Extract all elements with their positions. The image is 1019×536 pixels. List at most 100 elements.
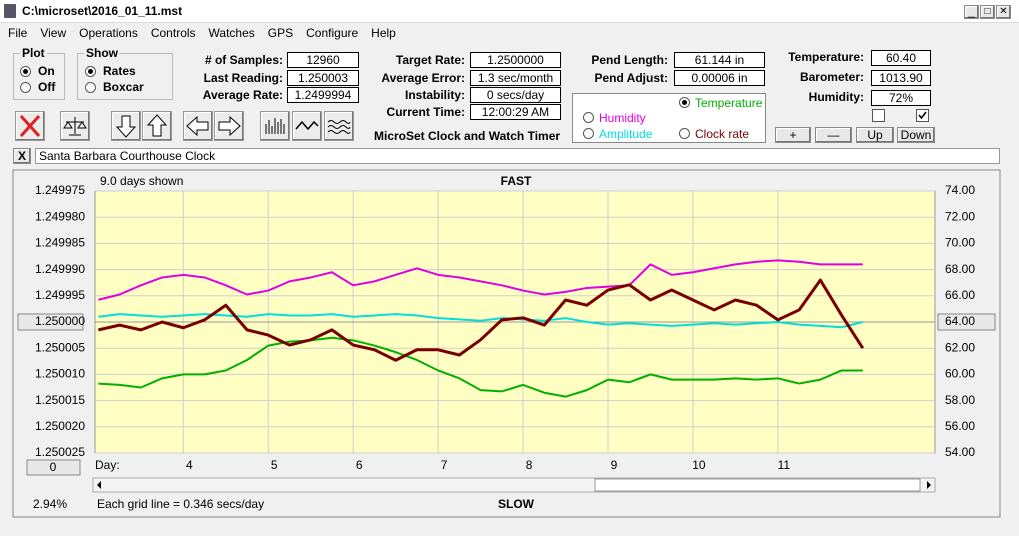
app-name: MicroSet Clock and Watch Timer bbox=[374, 129, 561, 143]
radio-label[interactable]: Boxcar bbox=[103, 80, 144, 94]
clear-button[interactable]: X bbox=[13, 148, 31, 164]
adjust-button[interactable]: + bbox=[775, 127, 811, 143]
left-button[interactable] bbox=[183, 111, 213, 141]
clock-name[interactable]: Santa Barbara Courthouse Clock bbox=[35, 148, 1000, 164]
menu-item[interactable]: Help bbox=[371, 26, 396, 40]
radio-label[interactable]: On bbox=[38, 64, 55, 78]
percent-label: 2.94% bbox=[33, 497, 67, 511]
adjust-button[interactable]: — bbox=[815, 127, 852, 143]
days-shown: 9.0 days shown bbox=[100, 174, 183, 188]
x-tick-label: 11 bbox=[778, 458, 791, 472]
field-value[interactable]: 1.2499994 bbox=[287, 87, 359, 103]
menu-item[interactable]: Controls bbox=[150, 26, 196, 40]
y-tick-label: 1.250020 bbox=[35, 419, 85, 433]
field-value[interactable]: 12960 bbox=[287, 52, 359, 68]
radio[interactable] bbox=[20, 82, 31, 93]
scrollbar-thumb[interactable] bbox=[594, 478, 921, 492]
field-label: Average Error: bbox=[381, 71, 465, 85]
field-value[interactable]: 72% bbox=[871, 90, 931, 106]
up-button[interactable] bbox=[142, 111, 172, 141]
field-label: Pend Length: bbox=[591, 53, 668, 67]
radio[interactable] bbox=[583, 128, 594, 139]
y-tick-label: 1.249995 bbox=[35, 288, 85, 302]
y-tick-label: 1.250000 bbox=[35, 314, 85, 328]
checkbox[interactable] bbox=[916, 109, 929, 122]
adjust-button[interactable]: Down bbox=[897, 127, 935, 143]
series-line bbox=[98, 278, 865, 362]
fast-label: FAST bbox=[501, 174, 532, 188]
stop-button[interactable] bbox=[15, 111, 45, 141]
radio[interactable] bbox=[85, 66, 96, 77]
radio-label[interactable]: Off bbox=[38, 80, 56, 94]
menu-item[interactable]: Watches bbox=[208, 26, 255, 40]
menu-item[interactable]: Operations bbox=[79, 26, 138, 40]
field-value[interactable]: 1.3 sec/month bbox=[470, 70, 561, 86]
checkbox[interactable] bbox=[872, 109, 885, 122]
field-value[interactable]: 1.250003 bbox=[287, 70, 359, 86]
y-tick-label: 1.250010 bbox=[35, 367, 85, 381]
offset-button-label[interactable]: 0 bbox=[50, 460, 57, 474]
minimize-button[interactable]: _ bbox=[964, 5, 979, 19]
field-value[interactable]: 0 secs/day bbox=[470, 87, 561, 103]
x-tick-label: 9 bbox=[611, 458, 618, 472]
trace-label[interactable]: Clock rate bbox=[695, 127, 750, 141]
radio[interactable] bbox=[679, 128, 690, 139]
y2-tick-label: 66.00 bbox=[945, 288, 975, 302]
window-title: C:\microset\2016_01_11.mst bbox=[22, 4, 183, 18]
y2-tick-label: 54.00 bbox=[945, 445, 975, 459]
y2-tick-label: 56.00 bbox=[945, 419, 975, 433]
field-value[interactable]: 12:00:29 AM bbox=[470, 104, 561, 120]
trace-selector bbox=[572, 93, 766, 143]
menu-item[interactable]: Configure bbox=[306, 26, 359, 40]
radio-label[interactable]: Rates bbox=[103, 64, 136, 78]
x-tick-label: 6 bbox=[356, 458, 363, 472]
noise-button[interactable] bbox=[324, 111, 354, 141]
maximize-button[interactable]: □ bbox=[980, 5, 995, 19]
field-label: Pend Adjust: bbox=[594, 71, 668, 85]
x-axis-label: Day: bbox=[95, 458, 120, 472]
menu-item[interactable]: GPS bbox=[267, 26, 294, 40]
field-label: Last Reading: bbox=[203, 71, 283, 85]
right-button[interactable] bbox=[214, 111, 244, 141]
field-value[interactable]: 1.2500000 bbox=[470, 52, 561, 68]
y2-tick-label: 62.00 bbox=[945, 340, 975, 354]
x-tick-label: 8 bbox=[526, 458, 533, 472]
field-value[interactable]: 60.40 bbox=[871, 50, 931, 66]
x-tick-label: 5 bbox=[271, 458, 278, 472]
wave-button[interactable] bbox=[292, 111, 322, 141]
radio[interactable] bbox=[20, 66, 31, 77]
y-tick-label: 1.250005 bbox=[35, 340, 85, 354]
radio[interactable] bbox=[583, 112, 594, 123]
scale-button[interactable] bbox=[60, 111, 90, 141]
field-value[interactable]: 61.144 in bbox=[674, 52, 765, 68]
y-tick-label: 1.249985 bbox=[35, 236, 85, 250]
trace-label[interactable]: Humidity bbox=[599, 111, 646, 125]
field-value[interactable]: 1013.90 bbox=[871, 70, 931, 86]
field-value[interactable]: 0.00006 in bbox=[674, 70, 765, 86]
field-label: Temperature: bbox=[788, 50, 864, 64]
offset-button[interactable] bbox=[26, 459, 81, 476]
down-button[interactable] bbox=[111, 111, 141, 141]
field-label: # of Samples: bbox=[204, 53, 283, 67]
radio[interactable] bbox=[85, 82, 96, 93]
adjust-button[interactable]: Up bbox=[856, 127, 894, 143]
menu-item[interactable]: File bbox=[8, 26, 28, 40]
y2-tick-label: 70.00 bbox=[945, 236, 975, 250]
close-button[interactable]: ✕ bbox=[996, 5, 1011, 19]
y-tick-label: 1.249980 bbox=[35, 209, 85, 223]
x-tick-label: 7 bbox=[441, 458, 448, 472]
y-tick-label: 1.249990 bbox=[35, 262, 85, 276]
center-button bbox=[937, 313, 996, 331]
x-tick-label: 10 bbox=[692, 458, 706, 472]
menu-item[interactable]: View bbox=[40, 26, 67, 40]
y-tick-label: 1.250025 bbox=[35, 445, 85, 459]
series-line bbox=[98, 336, 863, 398]
bars-button[interactable] bbox=[260, 111, 290, 141]
trace-label[interactable]: Temperature bbox=[695, 96, 763, 110]
radio[interactable] bbox=[679, 97, 690, 108]
show-group: Show bbox=[77, 46, 173, 100]
trace-label[interactable]: Amplitude bbox=[599, 127, 653, 141]
slow-label: SLOW bbox=[498, 497, 535, 511]
field-label: Current Time: bbox=[386, 105, 465, 119]
